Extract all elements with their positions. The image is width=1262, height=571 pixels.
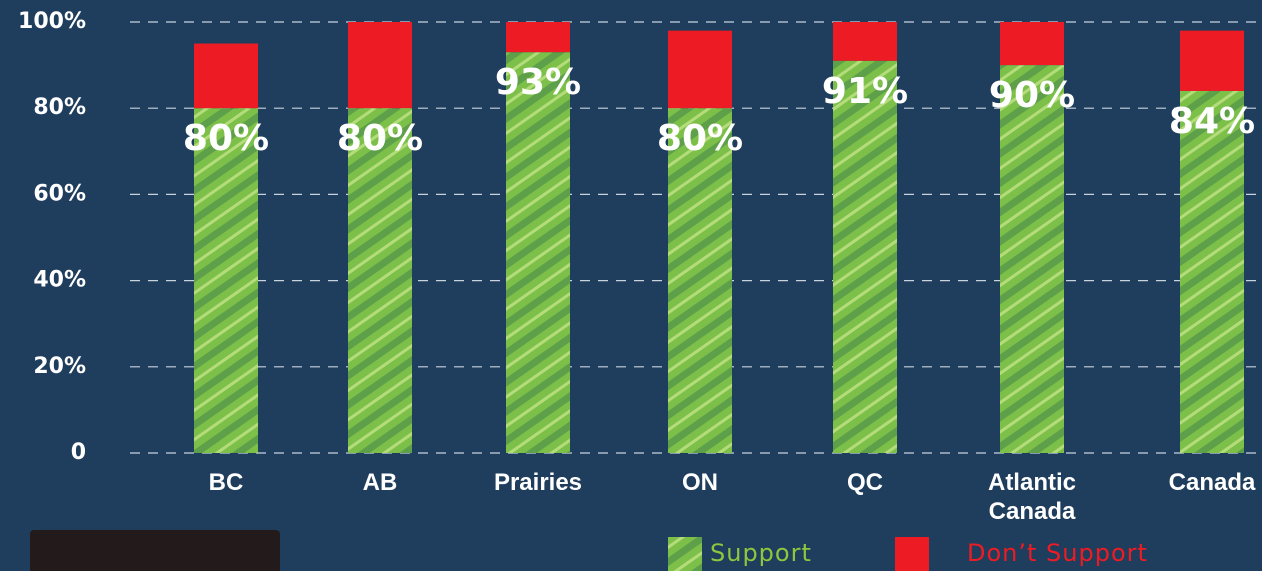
data-label: 93% xyxy=(495,62,581,103)
data-label: 90% xyxy=(989,75,1075,116)
x-tick-label: Atlantic Canada xyxy=(987,469,1076,525)
y-tick-label: 0 xyxy=(71,440,86,465)
y-tick-label: 20% xyxy=(33,354,86,379)
data-label: 91% xyxy=(822,71,908,112)
x-tick-label: QC xyxy=(847,469,883,496)
legend-label: Support xyxy=(710,539,812,567)
support-bar xyxy=(1000,65,1064,453)
oppose-bar xyxy=(833,22,897,61)
oppose-bar xyxy=(194,43,258,109)
x-tick-label: AB xyxy=(362,469,398,496)
support-bar xyxy=(348,108,412,453)
support-bar xyxy=(506,52,570,454)
x-tick-label: BC xyxy=(208,469,244,496)
legend-label: Don’t Support xyxy=(967,539,1148,567)
oppose-bar xyxy=(1180,30,1244,91)
y-tick-label: 40% xyxy=(33,268,86,293)
oppose-bar xyxy=(1000,22,1064,66)
y-tick-label: 60% xyxy=(33,181,86,206)
data-label: 80% xyxy=(337,118,423,159)
data-label: 80% xyxy=(183,118,269,159)
y-tick-label: 80% xyxy=(33,95,86,120)
support-bar xyxy=(1180,90,1244,454)
legend-swatch xyxy=(668,537,702,571)
legend-swatch xyxy=(895,537,929,571)
decor-block xyxy=(30,530,280,571)
y-tick-label: 100% xyxy=(18,9,86,34)
support-bar xyxy=(194,108,258,453)
oppose-bar xyxy=(506,22,570,53)
support-bar xyxy=(833,60,897,453)
x-tick-label: Canada xyxy=(1168,469,1256,496)
oppose-bar xyxy=(668,30,732,109)
support-bar xyxy=(668,108,732,453)
data-label: 84% xyxy=(1169,101,1255,142)
x-tick-label: Prairies xyxy=(493,469,583,496)
data-label: 80% xyxy=(657,118,743,159)
x-tick-label: ON xyxy=(682,469,718,496)
oppose-bar xyxy=(348,22,412,109)
